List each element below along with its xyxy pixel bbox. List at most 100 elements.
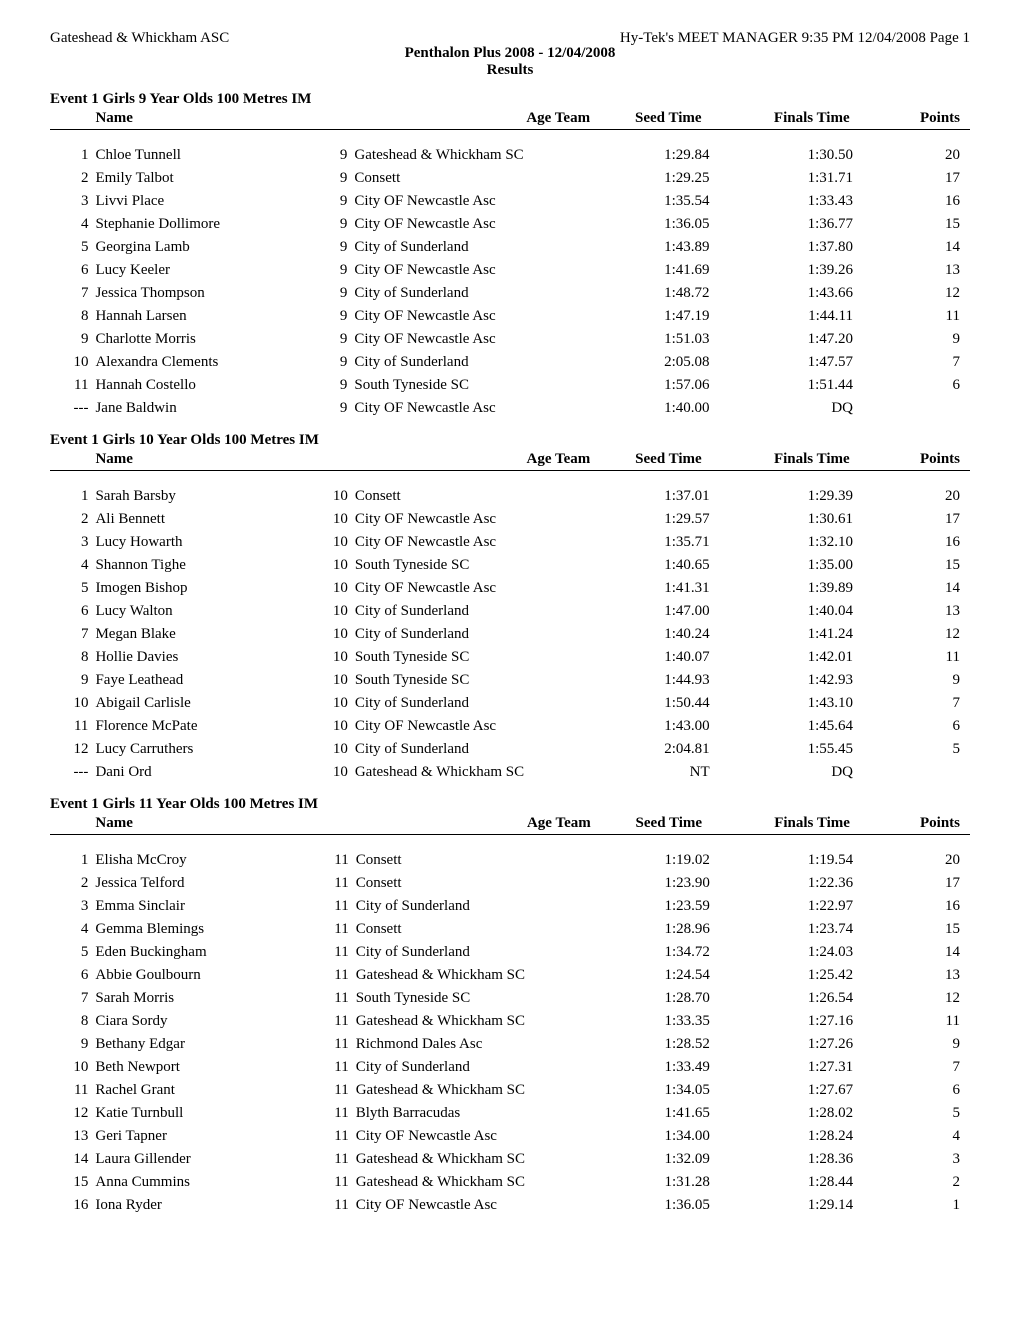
table-row: 2Emily Talbot9Consett1:29.251:31.7117	[50, 167, 970, 190]
cell-age: 11	[310, 1194, 354, 1217]
cell-team: City of Sunderland	[354, 692, 596, 715]
event-title: Event 1 Girls 10 Year Olds 100 Metres IM	[50, 432, 970, 449]
table-row: 1Sarah Barsby10Consett1:37.011:29.3920	[50, 485, 970, 508]
cell-points: 17	[883, 167, 970, 190]
table-row: 6Lucy Keeler9City OF Newcastle Asc1:41.6…	[50, 259, 970, 282]
cell-age: 10	[309, 761, 353, 784]
cell-points: 17	[883, 508, 970, 531]
cell-points: 16	[883, 190, 970, 213]
cell-seed: 1:19.02	[597, 849, 740, 872]
cell-team: Gateshead & Whickham SC	[355, 1148, 597, 1171]
cell-pos: 8	[50, 1010, 94, 1033]
cell-points: 14	[883, 236, 970, 259]
cell-pos: 1	[50, 485, 94, 508]
cell-team: City of Sunderland	[355, 941, 597, 964]
results-table: NameAge TeamSeed TimeFinals TimePoints1S…	[50, 449, 970, 784]
cell-name: Emma Sinclair	[94, 895, 310, 918]
cell-seed: 1:57.06	[596, 374, 739, 397]
cell-pos: 4	[50, 213, 94, 236]
col-blank	[50, 449, 94, 471]
cell-points: 9	[883, 669, 970, 692]
cell-team: City OF Newcastle Asc	[354, 577, 596, 600]
cell-points: 6	[883, 715, 970, 738]
col-seed: Seed Time	[597, 813, 740, 835]
cell-age: 9	[310, 328, 354, 351]
cell-finals: 1:26.54	[740, 987, 883, 1010]
cell-team: Consett	[355, 849, 597, 872]
cell-name: Rachel Grant	[94, 1079, 310, 1102]
cell-points: 5	[883, 738, 970, 761]
col-name: Name	[94, 108, 309, 130]
cell-seed: 1:35.54	[596, 190, 739, 213]
cell-age: 11	[310, 849, 354, 872]
cell-team: City of Sunderland	[353, 236, 596, 259]
cell-points: 20	[883, 485, 970, 508]
table-row: 11Rachel Grant11Gateshead & Whickham SC1…	[50, 1079, 970, 1102]
cell-finals: 1:28.36	[740, 1148, 883, 1171]
cell-finals: 1:47.20	[740, 328, 883, 351]
cell-finals: 1:22.36	[740, 872, 883, 895]
col-name: Name	[94, 449, 309, 471]
cell-name: Ciara Sordy	[94, 1010, 310, 1033]
cell-team: South Tyneside SC	[355, 987, 597, 1010]
cell-name: Geri Tapner	[94, 1125, 310, 1148]
cell-team: City OF Newcastle Asc	[354, 715, 596, 738]
cell-finals: 1:44.11	[740, 305, 883, 328]
cell-seed: 1:29.84	[596, 144, 739, 167]
table-row: 12Katie Turnbull11Blyth Barracudas1:41.6…	[50, 1102, 970, 1125]
cell-age: 11	[310, 1171, 354, 1194]
cell-pos: 3	[50, 531, 94, 554]
cell-name: Laura Gillender	[94, 1148, 310, 1171]
cell-age: 11	[310, 1033, 354, 1056]
cell-team: City of Sunderland	[354, 600, 596, 623]
cell-team: South Tyneside SC	[354, 554, 596, 577]
cell-points: 11	[883, 1010, 970, 1033]
cell-pos: 9	[50, 669, 94, 692]
cell-points: 20	[883, 849, 970, 872]
cell-seed: 1:51.03	[596, 328, 739, 351]
table-row: 16Iona Ryder11City OF Newcastle Asc1:36.…	[50, 1194, 970, 1217]
col-seed: Seed Time	[596, 449, 739, 471]
cell-seed: 1:48.72	[596, 282, 739, 305]
cell-age: 9	[310, 282, 354, 305]
cell-name: Emily Talbot	[94, 167, 309, 190]
table-row: ---Dani Ord10Gateshead & Whickham SCNTDQ	[50, 761, 970, 784]
cell-seed: 1:28.70	[597, 987, 740, 1010]
cell-team: City of Sunderland	[355, 895, 597, 918]
table-row: 7Jessica Thompson9City of Sunderland1:48…	[50, 282, 970, 305]
col-age-team: Age Team	[310, 813, 596, 835]
cell-points: 6	[883, 1079, 970, 1102]
table-row: 9Bethany Edgar11Richmond Dales Asc1:28.5…	[50, 1033, 970, 1056]
cell-seed: 1:32.09	[597, 1148, 740, 1171]
table-row: 6Lucy Walton10City of Sunderland1:47.001…	[50, 600, 970, 623]
cell-pos: 13	[50, 1125, 94, 1148]
cell-finals: 1:28.44	[740, 1171, 883, 1194]
cell-finals: 1:29.39	[740, 485, 883, 508]
col-blank	[50, 813, 94, 835]
cell-name: Abigail Carlisle	[94, 692, 309, 715]
cell-age: 11	[310, 895, 354, 918]
cell-points	[883, 761, 970, 784]
cell-points: 16	[883, 531, 970, 554]
cell-age: 10	[309, 577, 353, 600]
cell-name: Sarah Morris	[94, 987, 310, 1010]
cell-age: 10	[309, 669, 353, 692]
cell-team: City OF Newcastle Asc	[353, 397, 596, 420]
cell-finals: 1:42.93	[740, 669, 883, 692]
cell-name: Hollie Davies	[94, 646, 309, 669]
cell-team: Gateshead & Whickham SC	[353, 144, 596, 167]
cell-seed: 1:29.25	[596, 167, 739, 190]
cell-points: 7	[883, 351, 970, 374]
col-points: Points	[883, 813, 970, 835]
cell-name: Gemma Blemings	[94, 918, 310, 941]
cell-age: 9	[310, 351, 354, 374]
table-row: 9Charlotte Morris9City OF Newcastle Asc1…	[50, 328, 970, 351]
cell-finals: 1:35.00	[740, 554, 883, 577]
cell-name: Elisha McCroy	[94, 849, 310, 872]
cell-team: Gateshead & Whickham SC	[354, 761, 596, 784]
cell-pos: 7	[50, 987, 94, 1010]
meet-title: Penthalon Plus 2008 - 12/04/2008	[50, 45, 970, 62]
cell-age: 10	[309, 531, 353, 554]
cell-name: Chloe Tunnell	[94, 144, 309, 167]
results-table: NameAge TeamSeed TimeFinals TimePoints1E…	[50, 813, 970, 1217]
